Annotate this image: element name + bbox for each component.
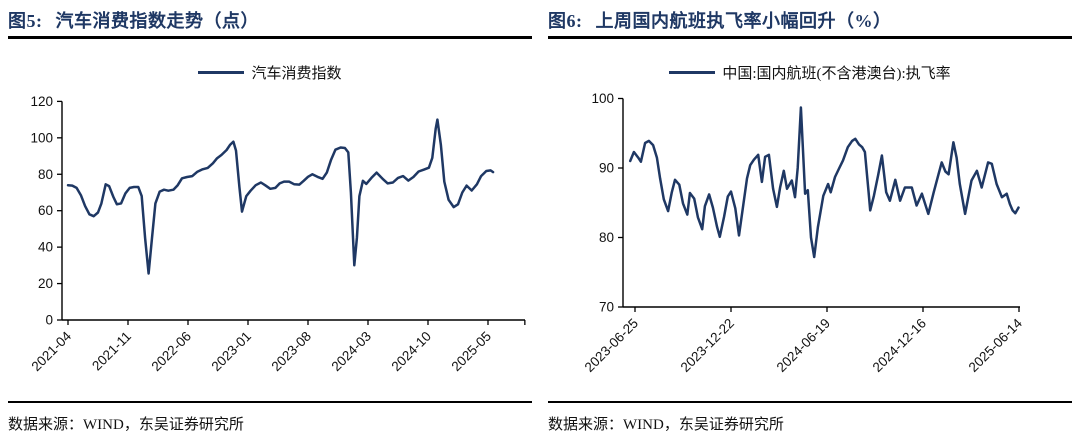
y-tick-label: 100 (591, 91, 614, 106)
auto-consumption-index-line-chart: 0 20 40 60 80 100 120 2021-04 2021-11 2022-06 2023… (28, 94, 526, 375)
legend-label: 汽车消费指数 (251, 66, 342, 82)
y-tick-label: 120 (30, 94, 53, 109)
title-underline (548, 36, 1072, 39)
y-tick-label: 0 (45, 313, 53, 328)
legend-label: 中国:国内航班(不含港澳台):执飞率 (722, 66, 951, 82)
chart-legend: 汽车消费指数 (8, 62, 532, 83)
series-line (628, 106, 1020, 259)
x-tick-label: 2023-12-22 (678, 316, 737, 375)
y-tick-label: 80 (599, 230, 614, 245)
y-tick-label: 70 (599, 300, 614, 315)
data-source-text: 数据来源：WIND，东吴证券研究所 (8, 417, 244, 433)
y-tick-label: 20 (38, 276, 53, 291)
y-tick-label: 90 (599, 161, 614, 176)
x-tick-label: 2025-05 (448, 329, 494, 375)
figure-title: 汽车消费指数走势（点） (55, 11, 259, 31)
figure-number: 图5: (8, 11, 43, 31)
legend-line-swatch (198, 71, 245, 74)
x-tick-label: 2024-10 (388, 329, 434, 375)
figure-title-row: 图5: 汽车消费指数走势（点） (8, 7, 259, 33)
series-line (66, 118, 495, 275)
y-tick-label: 40 (38, 240, 53, 255)
figure-panel-auto-consumption-index: 图5: 汽车消费指数走势（点） 汽车消费指数 0 20 40 60 80 100 120 20… (8, 0, 532, 447)
x-tick-label: 2021-11 (89, 329, 134, 374)
x-tick-label: 2023-08 (268, 329, 314, 375)
figure-panel-flight-execution-rate: 图6: 上周国内航班执飞率小幅回升（%） 中国:国内航班(不含港澳台):执飞率 … (548, 0, 1072, 447)
figure-title-row: 图6: 上周国内航班执飞率小幅回升（%） (548, 7, 892, 33)
x-tick-label: 2021-04 (28, 328, 74, 374)
x-tick-label: 2022-06 (148, 329, 194, 375)
x-tick-label: 2023-01 (208, 329, 254, 375)
data-source-note: 数据来源：WIND，东吴证券研究所 (8, 401, 532, 434)
x-tick-label: 2025-06-14 (966, 315, 1026, 375)
x-tick-label: 2023-06-25 (582, 316, 641, 375)
x-tick-label: 2024-12-16 (870, 316, 929, 375)
x-tick-label: 2024-03 (328, 329, 374, 375)
y-tick-label: 80 (38, 167, 53, 182)
chart-legend: 中国:国内航班(不含港澳台):执飞率 (548, 62, 1072, 83)
y-tick-label: 60 (38, 203, 53, 218)
y-tick-label: 100 (30, 130, 53, 145)
title-underline (8, 36, 532, 39)
data-source-note: 数据来源：WIND，东吴证券研究所 (548, 401, 1072, 434)
figure-number: 图6: (548, 11, 583, 31)
legend-line-swatch (669, 71, 716, 74)
flight-execution-rate-line-chart: 70 80 90 100 2023-06-25 2023-12-22 2024-06-19 2… (582, 91, 1026, 375)
x-tick-label: 2024-06-19 (774, 316, 833, 375)
figure-title: 上周国内航班执飞率小幅回升（%） (595, 11, 892, 31)
data-source-text: 数据来源：WIND，东吴证券研究所 (548, 417, 784, 433)
